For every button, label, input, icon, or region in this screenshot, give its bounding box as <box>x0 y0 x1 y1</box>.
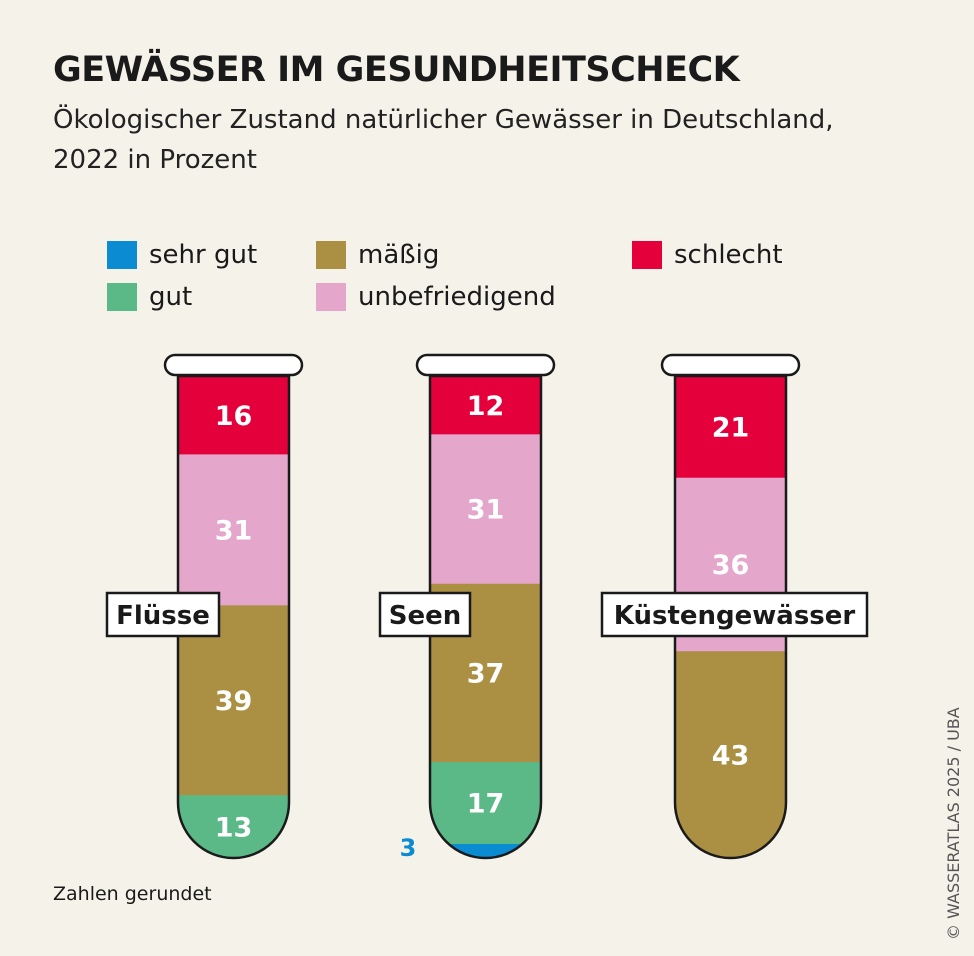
footnote: Zahlen gerundet <box>53 883 212 905</box>
legend-swatch <box>632 241 662 269</box>
data-label: 39 <box>215 686 253 717</box>
bar-segment <box>178 453 289 606</box>
data-label: 16 <box>215 401 253 432</box>
bar-segment <box>178 376 289 455</box>
category-label-box <box>105 591 221 638</box>
chart-title: GEWÄSSER IM GESUNDHEITSCHECK <box>53 50 740 90</box>
category-label-box <box>600 591 869 638</box>
data-label: 13 <box>215 812 253 843</box>
bar-segment <box>430 433 541 584</box>
legend-label: unbefriedigend <box>358 282 556 312</box>
tube-2: 43 36 21 Küstengewässer <box>600 353 869 860</box>
data-label: 17 <box>467 789 505 820</box>
bar-segment <box>675 650 786 859</box>
legend-label: gut <box>149 282 193 312</box>
category-label: Flüsse <box>116 601 210 631</box>
legend-label: mäßig <box>358 240 440 270</box>
bar-segment <box>430 761 541 845</box>
legend-swatch <box>107 241 137 269</box>
tube-cap <box>163 353 304 377</box>
legend-swatch <box>107 283 137 311</box>
tube-1: 3 17 37 31 12 Seen <box>378 353 556 862</box>
legend-label: sehr gut <box>149 240 258 270</box>
data-label: 37 <box>467 658 505 689</box>
category-label: Küstengewässer <box>614 601 856 631</box>
legend-swatch <box>316 241 346 269</box>
legend-item: unbefriedigend <box>316 282 556 312</box>
tube-0: 13 39 31 16 Flüsse <box>105 353 304 860</box>
data-label: 36 <box>712 550 750 581</box>
bar-segment <box>675 376 786 478</box>
tube-cap <box>660 353 801 377</box>
bar-segment <box>430 843 541 859</box>
legend-swatch <box>316 283 346 311</box>
credit: © WASSERATLAS 2025 / UBA <box>944 707 963 940</box>
category-label-box <box>378 591 472 638</box>
tube-outline <box>176 374 291 860</box>
data-label: 43 <box>712 740 750 771</box>
legend-item: schlecht <box>632 240 783 270</box>
data-label: 31 <box>215 515 253 546</box>
legend-item: mäßig <box>316 240 439 270</box>
data-label: 21 <box>712 413 750 444</box>
data-label: 3 <box>400 834 417 862</box>
tube-outline <box>673 374 788 860</box>
chart-subtitle: Ökologischer Zustand natürlicher Gewässe… <box>53 105 834 175</box>
data-label: 12 <box>467 391 505 422</box>
legend-item: gut <box>107 282 192 312</box>
legend-label: schlecht <box>674 240 783 270</box>
category-label: Seen <box>389 601 462 631</box>
legend-item: sehr gut <box>107 240 257 270</box>
tube-outline <box>428 374 543 860</box>
bar-segment <box>430 376 541 435</box>
tube-cap <box>415 353 556 377</box>
data-label: 31 <box>467 495 505 526</box>
